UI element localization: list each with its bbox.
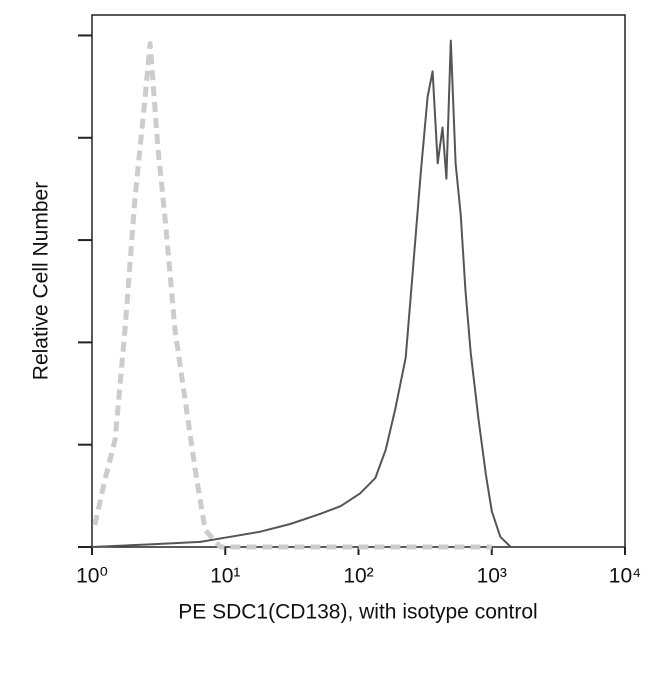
x-tick-label: 10³ <box>477 565 507 588</box>
y-axis-label: Relative Cell Number <box>30 182 53 380</box>
x-tick-label: 10⁴ <box>609 565 641 588</box>
x-axis-label: PE SDC1(CD138), with isotype control <box>178 601 537 624</box>
histogram-line <box>91 39 512 548</box>
x-tick-label: 10² <box>343 565 373 588</box>
x-tick-label: 10⁰ <box>76 565 108 588</box>
x-tick-label: 10¹ <box>210 565 240 588</box>
histogram-line <box>92 41 492 550</box>
